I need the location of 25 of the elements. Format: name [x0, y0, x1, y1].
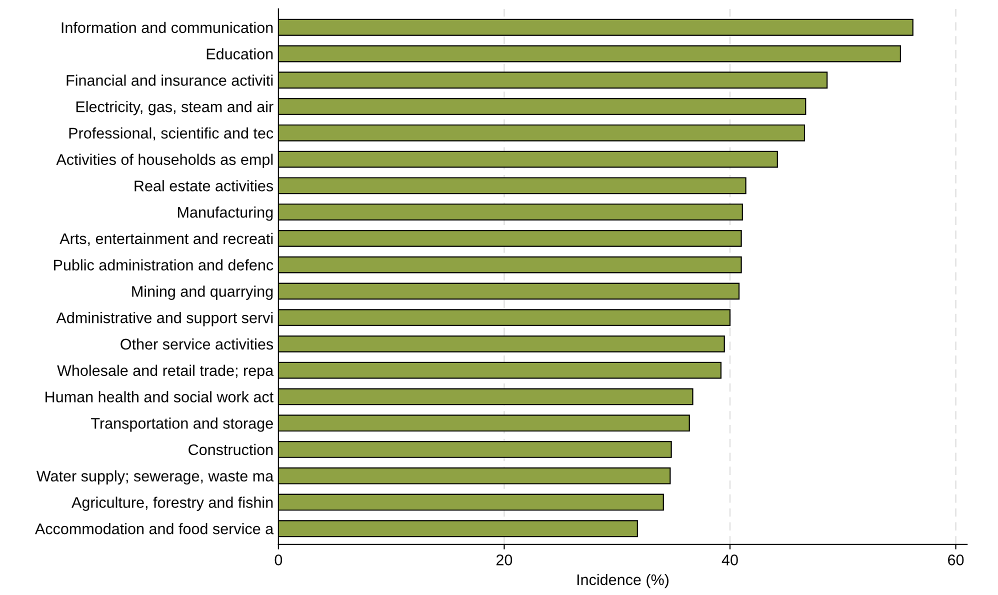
x-axis-title: Incidence (%): [577, 574, 669, 588]
x-tick-label: 20: [496, 554, 512, 566]
y-tick-label: Activities of households as empl: [56, 154, 273, 168]
y-tick-label: Information and communication: [62, 22, 273, 34]
x-tick-label: 60: [948, 554, 964, 566]
x-tick-label: 0: [274, 554, 282, 566]
y-tick-label: Wholesale and retail trade; repa: [57, 364, 274, 380]
y-tick-label: Electricity, gas, steam and air: [76, 100, 274, 116]
y-tick-label: Human health and social work act: [46, 391, 274, 402]
y-tick-label: Accommodation and food service a: [34, 523, 274, 534]
y-tick-label: Arts, entertainment and recreati: [60, 232, 273, 246]
y-tick-label: Water supply; sewerage, waste ma: [36, 470, 274, 485]
y-tick-label: Agriculture, forestry and fishin: [72, 496, 273, 511]
y-tick-label: Public administration and defenc: [54, 259, 274, 270]
y-tick-label: Construction: [188, 444, 273, 456]
y-tick-label: Manufacturing: [178, 206, 273, 221]
y-tick-label: Real estate activities: [134, 180, 274, 192]
y-tick-label: Administrative and support servi: [56, 312, 273, 326]
y-tick-label: Financial and insurance activiti: [66, 74, 273, 86]
y-tick-label: Other service activities: [120, 338, 274, 350]
x-tick-label: 40: [722, 554, 738, 566]
y-tick-label: Education: [206, 48, 273, 60]
y-tick-label: Professional, scientific and tec: [69, 127, 274, 140]
y-tick-label: Mining and quarrying: [132, 286, 273, 300]
y-tick-label: Transportation and storage: [91, 418, 273, 432]
